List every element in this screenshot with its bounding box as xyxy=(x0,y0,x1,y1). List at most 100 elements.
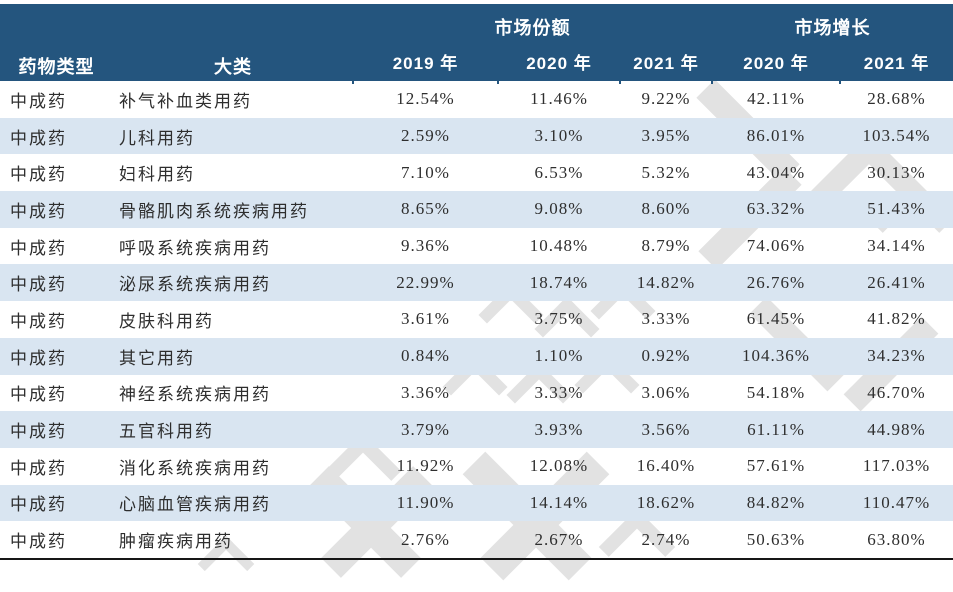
share-2019-cell: 22.99% xyxy=(353,264,498,302)
table-row: 中成药 消化系统疾病用药 11.92% 12.08% 16.40% 57.61%… xyxy=(0,448,953,485)
share-2021-cell: 0.92% xyxy=(620,337,713,375)
growth-2020-cell: 61.45% xyxy=(746,309,806,329)
share-2019-cell: 12.54% xyxy=(396,89,455,109)
share-2021-cell: 8.60% xyxy=(620,191,713,228)
share-2019-cell: 7.10% xyxy=(401,162,450,182)
growth-2021-cell: 34.23% xyxy=(840,337,953,375)
drug-type-cell: 中成药 xyxy=(10,165,67,185)
table-row: 中成药 呼吸系统疾病用药 9.36% 10.48% 8.79% 74.06% 3… xyxy=(0,228,953,265)
header-tick xyxy=(711,79,713,84)
table-row: 中成药 骨骼肌肉系统疾病用药 8.65% 9.08% 8.60% 63.32% … xyxy=(0,191,953,228)
category-cell: 五官科用药 xyxy=(113,411,353,448)
growth-2021-cell: 26.41% xyxy=(840,264,953,302)
growth-2021-cell: 30.13% xyxy=(867,162,926,182)
share-2021-cell: 3.33% xyxy=(641,309,691,329)
share-2021-cell: 3.95% xyxy=(620,117,713,155)
growth-2020-cell: 43.04% xyxy=(746,162,806,182)
table-row: 中成药 补气补血类用药 12.54% 11.46% 9.22% 42.11% 2… xyxy=(0,81,953,118)
col-header-drug-type: 药物类型 xyxy=(0,4,113,81)
share-2019-cell: 0.84% xyxy=(353,337,498,375)
year-header-growth-2020: 2020 年 xyxy=(712,42,841,81)
share-2019-cell: 11.90% xyxy=(353,484,498,522)
category-cell: 泌尿系统疾病用药 xyxy=(113,264,353,302)
share-2020-cell: 9.08% xyxy=(498,191,620,228)
growth-2020-cell: 84.82% xyxy=(712,484,841,522)
category-cell: 皮肤科用药 xyxy=(119,311,214,331)
share-2019-cell: 3.36% xyxy=(401,382,450,402)
header-tick xyxy=(839,79,841,84)
drug-type-cell: 中成药 xyxy=(0,117,113,155)
share-2021-cell: 3.56% xyxy=(620,411,713,448)
category-cell: 妇科用药 xyxy=(119,165,195,185)
share-2020-cell: 14.14% xyxy=(498,484,620,522)
share-2019-cell: 9.36% xyxy=(401,236,450,256)
share-2021-cell: 3.06% xyxy=(641,382,691,402)
drug-market-table: 药物类型 大类 市场份额 市场增长 2019 年 2020 年 2021 年 2… xyxy=(0,4,953,560)
drug-type-cell: 中成药 xyxy=(10,532,67,552)
growth-2021-cell: 28.68% xyxy=(867,89,926,109)
drug-type-cell: 中成药 xyxy=(0,191,113,228)
growth-2020-cell: 50.63% xyxy=(746,529,806,549)
growth-2020-cell: 54.18% xyxy=(746,382,806,402)
drug-type-cell: 中成药 xyxy=(10,385,67,405)
share-2021-cell: 5.32% xyxy=(641,162,691,182)
share-2020-cell: 18.74% xyxy=(498,264,620,302)
growth-2020-cell: 26.76% xyxy=(712,264,841,302)
share-2021-cell: 9.22% xyxy=(641,89,691,109)
share-2019-cell: 3.79% xyxy=(353,411,498,448)
growth-2021-cell: 63.80% xyxy=(867,529,926,549)
share-2020-cell: 3.75% xyxy=(534,309,584,329)
category-cell: 骨骼肌肉系统疾病用药 xyxy=(113,191,353,228)
growth-2020-cell: 57.61% xyxy=(746,456,806,476)
category-cell: 消化系统疾病用药 xyxy=(119,458,271,478)
share-2020-cell: 2.67% xyxy=(534,529,584,549)
growth-2020-cell: 61.11% xyxy=(712,411,841,448)
share-2021-cell: 16.40% xyxy=(636,456,696,476)
share-2019-cell: 2.76% xyxy=(401,529,450,549)
growth-2021-cell: 110.47% xyxy=(840,484,953,522)
share-2020-cell: 1.10% xyxy=(498,337,620,375)
table-row: 中成药 神经系统疾病用药 3.36% 3.33% 3.06% 54.18% 46… xyxy=(0,375,953,412)
category-cell: 补气补血类用药 xyxy=(119,91,252,111)
share-2021-cell: 18.62% xyxy=(620,484,713,522)
category-cell: 儿科用药 xyxy=(113,117,353,155)
header-tick xyxy=(619,79,621,84)
share-2021-cell: 14.82% xyxy=(620,264,713,302)
group-header-market-growth: 市场增长 xyxy=(712,4,953,42)
growth-2021-cell: 103.54% xyxy=(840,117,953,155)
share-2021-cell: 2.74% xyxy=(641,529,691,549)
category-cell: 神经系统疾病用药 xyxy=(119,385,271,405)
table-row: 中成药 儿科用药 2.59% 3.10% 3.95% 86.01% 103.54… xyxy=(0,117,953,155)
table-row: 中成药 肿瘤疾病用药 2.76% 2.67% 2.74% 50.63% 63.8… xyxy=(0,521,953,559)
drug-type-cell: 中成药 xyxy=(0,484,113,522)
category-cell: 其它用药 xyxy=(113,337,353,375)
table-header: 药物类型 大类 市场份额 市场增长 2019 年 2020 年 2021 年 2… xyxy=(0,4,953,81)
share-2020-cell: 3.93% xyxy=(498,411,620,448)
growth-2020-cell: 104.36% xyxy=(712,337,841,375)
drug-type-cell: 中成药 xyxy=(10,238,67,258)
col-header-category: 大类 xyxy=(113,4,353,81)
category-cell: 心脑血管疾病用药 xyxy=(113,484,353,522)
share-2020-cell: 11.46% xyxy=(530,89,588,109)
growth-2021-cell: 34.14% xyxy=(867,236,926,256)
year-header-share-2019: 2019 年 xyxy=(353,42,498,81)
share-2020-cell: 3.10% xyxy=(498,117,620,155)
drug-type-cell: 中成药 xyxy=(10,91,67,111)
category-cell: 呼吸系统疾病用药 xyxy=(119,238,271,258)
drug-type-cell: 中成药 xyxy=(0,337,113,375)
table-row: 中成药 泌尿系统疾病用药 22.99% 18.74% 14.82% 26.76%… xyxy=(0,264,953,302)
table-body: 中成药 补气补血类用药 12.54% 11.46% 9.22% 42.11% 2… xyxy=(0,81,953,559)
share-2020-cell: 3.33% xyxy=(534,382,584,402)
year-header-share-2021: 2021 年 xyxy=(620,42,713,81)
share-2021-cell: 8.79% xyxy=(641,236,691,256)
share-2019-cell: 3.61% xyxy=(401,309,450,329)
year-header-share-2020: 2020 年 xyxy=(498,42,620,81)
growth-2020-cell: 74.06% xyxy=(746,236,806,256)
header-tick xyxy=(352,79,354,84)
share-2020-cell: 6.53% xyxy=(534,162,584,182)
growth-2021-cell: 117.03% xyxy=(862,456,931,476)
share-2019-cell: 2.59% xyxy=(353,117,498,155)
drug-type-cell: 中成药 xyxy=(0,411,113,448)
growth-2021-cell: 44.98% xyxy=(840,411,953,448)
group-header-market-share: 市场份额 xyxy=(353,4,713,42)
